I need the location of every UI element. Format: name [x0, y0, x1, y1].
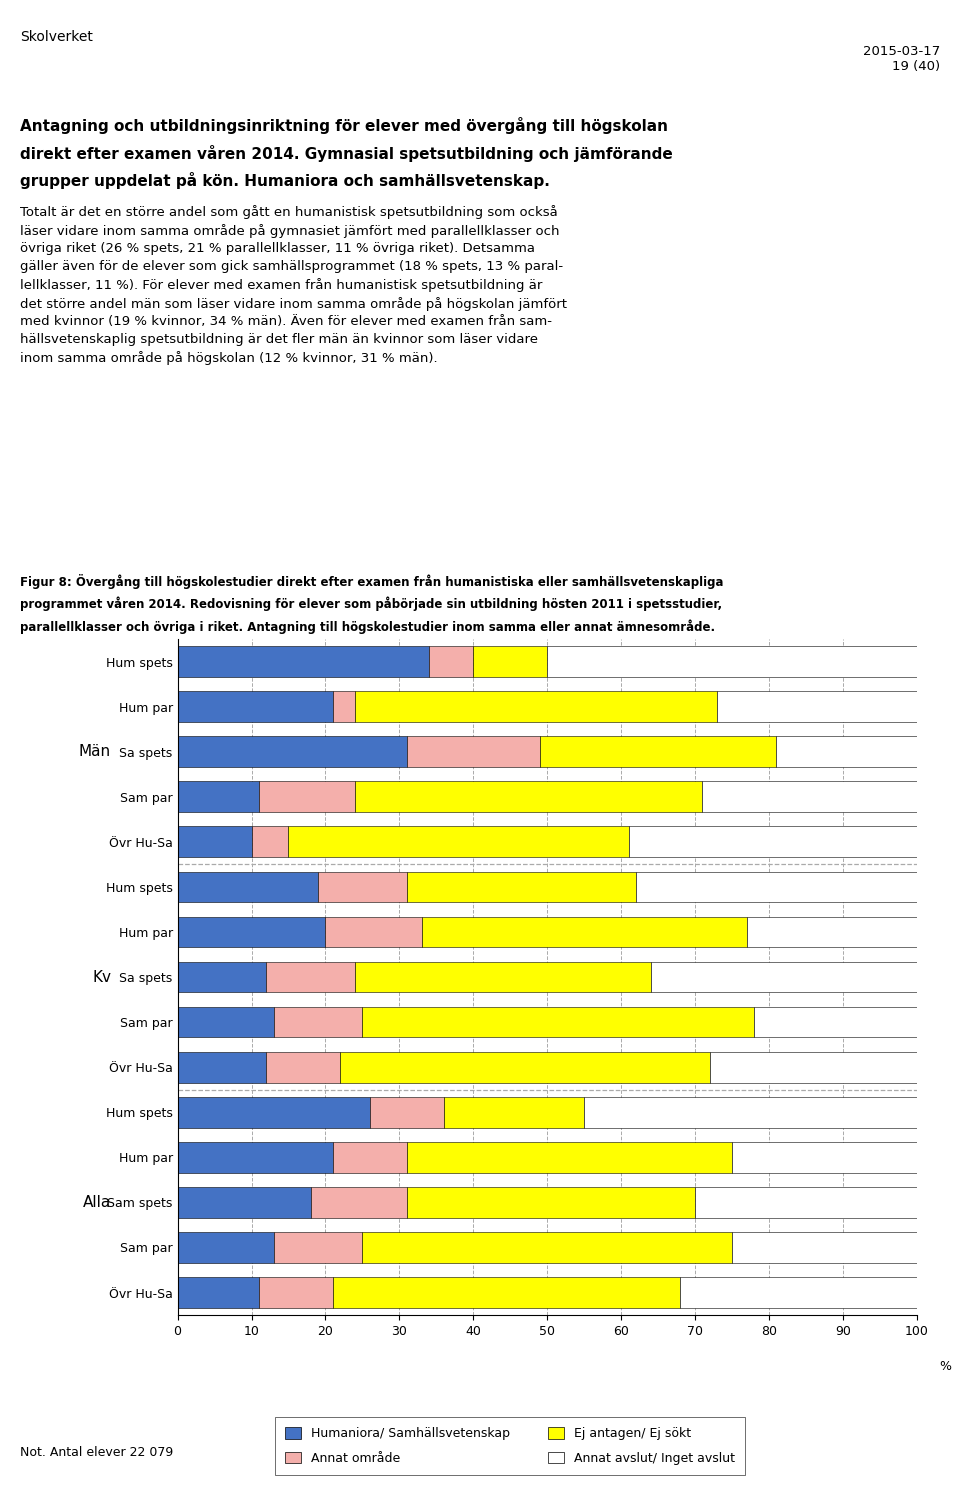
Bar [259, 1278, 333, 1308]
Text: Not. Antal elever 22 079: Not. Antal elever 22 079 [20, 1446, 174, 1459]
Bar [473, 646, 547, 676]
Bar [178, 961, 266, 993]
Bar [429, 646, 473, 676]
Text: 2015-03-17
19 (40): 2015-03-17 19 (40) [863, 45, 940, 73]
Bar [709, 1052, 917, 1082]
Bar [266, 961, 355, 993]
Bar [178, 737, 407, 767]
Bar [178, 691, 333, 722]
Legend: Humaniora/ Samhällsvetenskap, Annat område, Ej antagen/ Ej sökt, Annat avslut/ I: Humaniora/ Samhällsvetenskap, Annat områ… [276, 1418, 745, 1474]
Text: grupper uppdelat på kön. Humaniora och samhällsvetenskap.: grupper uppdelat på kön. Humaniora och s… [20, 172, 550, 189]
Bar [629, 826, 917, 857]
Bar [340, 1052, 709, 1082]
Bar [259, 782, 355, 811]
Bar [318, 872, 407, 902]
Bar [681, 1278, 917, 1308]
Text: direkt efter examen våren 2014. Gymnasial spetsutbildning och jämförande: direkt efter examen våren 2014. Gymnasia… [20, 146, 673, 162]
Text: Kv: Kv [92, 969, 111, 985]
Bar [288, 826, 629, 857]
Text: Totalt är det en större andel som gått en humanistisk spetsutbildning som också
: Totalt är det en större andel som gått e… [20, 205, 567, 364]
Bar [421, 917, 747, 947]
Bar [362, 1008, 755, 1037]
Bar [703, 782, 917, 811]
Bar [252, 826, 288, 857]
Bar [178, 1232, 274, 1263]
Text: Skolverket: Skolverket [20, 30, 93, 43]
Bar [333, 691, 355, 722]
Bar [355, 782, 703, 811]
Bar [777, 737, 917, 767]
Text: Alla: Alla [83, 1195, 111, 1210]
Text: programmet våren 2014. Redovisning för elever som påbörjade sin utbildning höste: programmet våren 2014. Redovisning för e… [20, 596, 722, 611]
Bar [274, 1008, 363, 1037]
Bar [755, 1008, 917, 1037]
Text: %: % [939, 1360, 951, 1373]
Text: Figur 8: Övergång till högskolestudier direkt efter examen från humanistiska ell: Figur 8: Övergång till högskolestudier d… [20, 574, 724, 588]
Bar [370, 1097, 444, 1128]
Text: Antagning och utbildningsinriktning för elever med övergång till högskolan: Antagning och utbildningsinriktning för … [20, 117, 668, 134]
Bar [178, 1097, 370, 1128]
Bar [717, 691, 917, 722]
Bar [444, 1097, 584, 1128]
Bar [547, 646, 917, 676]
Bar [178, 782, 259, 811]
Bar [362, 1232, 732, 1263]
Bar [178, 1278, 259, 1308]
Bar [325, 917, 421, 947]
Bar [636, 872, 917, 902]
Bar [178, 826, 252, 857]
Bar [178, 1008, 274, 1037]
Bar [584, 1097, 917, 1128]
Text: Män: Män [79, 744, 111, 759]
Bar [178, 1143, 333, 1172]
Bar [178, 917, 325, 947]
Bar [747, 917, 917, 947]
Bar [178, 1187, 311, 1217]
Bar [333, 1143, 407, 1172]
Bar [178, 872, 318, 902]
Bar [695, 1187, 917, 1217]
Bar [333, 1278, 681, 1308]
Bar [355, 691, 717, 722]
Bar [732, 1143, 917, 1172]
Bar [407, 872, 636, 902]
Bar [311, 1187, 407, 1217]
Bar [407, 1143, 732, 1172]
Text: parallellklasser och övriga i riket. Antagning till högskolestudier inom samma e: parallellklasser och övriga i riket. Ant… [20, 620, 715, 635]
Bar [407, 1187, 695, 1217]
Bar [407, 737, 540, 767]
Bar [178, 646, 429, 676]
Bar [274, 1232, 363, 1263]
Bar [355, 961, 651, 993]
Bar [178, 1052, 266, 1082]
Bar [651, 961, 917, 993]
Bar [266, 1052, 340, 1082]
Bar [732, 1232, 917, 1263]
Bar [540, 737, 777, 767]
